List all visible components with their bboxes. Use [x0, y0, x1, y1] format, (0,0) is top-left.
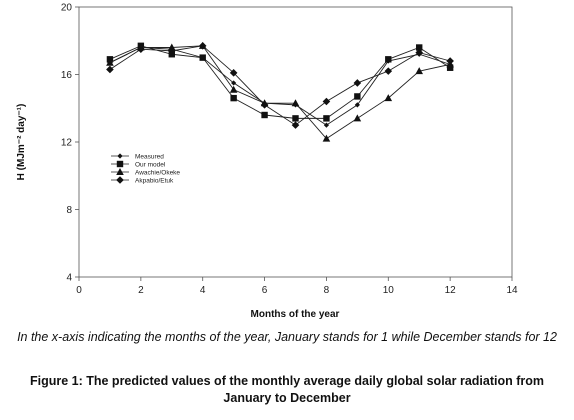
y-tick-label: 20 [61, 3, 73, 14]
data-point [446, 57, 454, 65]
data-point [385, 56, 392, 63]
y-tick-label: 8 [66, 205, 72, 216]
data-point [261, 111, 268, 119]
plot-area-frame [78, 6, 513, 278]
x-tick-label: 2 [138, 285, 144, 296]
data-point [231, 80, 237, 86]
data-point [167, 47, 176, 55]
legend-label: Our model [135, 161, 166, 168]
x-tick-label: 0 [76, 285, 82, 296]
line-chart: 0 2 4 6 8 10 12 14 4 8 12 16 20 Months of the year H… [16, 3, 518, 321]
legend-label: Measured [135, 153, 164, 160]
data-point [415, 48, 424, 57]
data-point [354, 102, 360, 108]
data-point [199, 54, 206, 61]
data-point [106, 58, 114, 66]
data-point [260, 101, 269, 109]
data-point [353, 79, 362, 87]
x-tick-label: 10 [383, 285, 395, 296]
y-axis-title: H (MJm⁻² day⁻¹) [16, 104, 27, 181]
x-tick-label: 8 [324, 285, 330, 296]
data-point [384, 94, 393, 102]
figure-caption: Figure 1: The predicted values of the mo… [29, 374, 544, 405]
data-point [291, 99, 300, 107]
x-tick-label: 6 [262, 285, 268, 296]
data-point [229, 85, 238, 93]
data-point [416, 44, 423, 51]
data-point [229, 69, 238, 77]
data-point [230, 94, 237, 102]
x-tick-label: 12 [445, 285, 457, 296]
data-point [198, 42, 207, 50]
x-tick-label: 4 [200, 285, 206, 296]
data-point [446, 64, 454, 71]
data-point [354, 93, 361, 100]
legend-marker [116, 176, 124, 184]
data-point [384, 67, 393, 75]
data-point [323, 115, 330, 122]
series-line [109, 45, 451, 126]
y-tick-label: 16 [61, 70, 73, 81]
x-axis-title: Months of the year [251, 309, 340, 320]
legend-label: Akpabio/Etuk [135, 177, 174, 184]
data-point [167, 43, 176, 51]
data-point [292, 115, 299, 122]
axis-ticks: 0 2 4 6 8 10 12 14 4 8 12 16 20 [61, 3, 518, 297]
data-point [415, 67, 424, 75]
legend-label: Awachie/Okeke [135, 169, 180, 176]
legend-marker [116, 160, 124, 168]
data-point [322, 97, 331, 106]
data-point [323, 122, 330, 128]
series-line [109, 47, 451, 126]
series-layer [106, 41, 454, 142]
data-point [322, 134, 331, 142]
axis-note: In the x-axis indicating the months of t… [17, 330, 557, 344]
y-tick-label: 4 [66, 273, 72, 284]
legend-marker [116, 168, 124, 175]
data-point [137, 45, 145, 53]
data-point [353, 114, 362, 122]
x-tick-label: 14 [506, 285, 518, 296]
data-point [291, 121, 300, 129]
series-akpabio-etuk [106, 42, 454, 129]
legend-marker [117, 153, 123, 159]
series-line [109, 45, 451, 119]
data-point [106, 65, 114, 74]
series-line [109, 45, 451, 140]
y-tick-label: 12 [61, 138, 73, 149]
